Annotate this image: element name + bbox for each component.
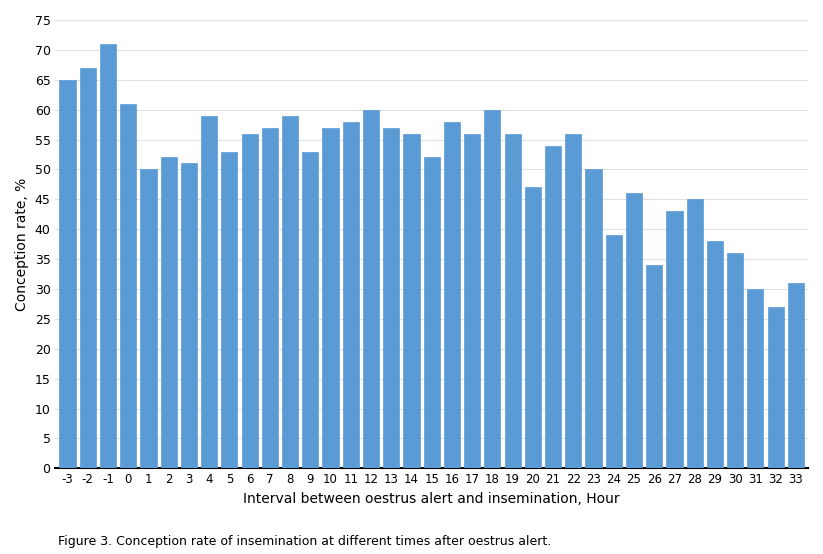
Bar <box>120 104 137 468</box>
Bar <box>424 157 439 468</box>
Bar <box>686 199 703 468</box>
Bar <box>525 187 541 468</box>
Bar <box>747 289 764 468</box>
Bar <box>768 307 783 468</box>
Bar <box>241 134 258 468</box>
Bar <box>302 151 319 468</box>
Bar <box>342 122 359 468</box>
Bar <box>384 127 399 468</box>
Y-axis label: Conception rate, %: Conception rate, % <box>15 177 29 311</box>
Bar <box>504 134 521 468</box>
Bar <box>403 134 420 468</box>
Bar <box>667 211 682 468</box>
Bar <box>788 283 804 468</box>
X-axis label: Interval between oestrus alert and insemination, Hour: Interval between oestrus alert and insem… <box>244 492 620 506</box>
Bar <box>160 157 177 468</box>
Bar <box>100 44 116 468</box>
Bar <box>80 68 95 468</box>
Bar <box>565 134 581 468</box>
Bar <box>201 116 217 468</box>
Bar <box>606 235 622 468</box>
Bar <box>545 146 561 468</box>
Bar <box>363 110 379 468</box>
Bar <box>59 80 76 468</box>
Bar <box>282 116 298 468</box>
Bar <box>221 151 238 468</box>
Bar <box>181 163 197 468</box>
Bar <box>585 170 602 468</box>
Text: Figure 3. Conception rate of insemination at different times after oestrus alert: Figure 3. Conception rate of inseminatio… <box>58 536 551 548</box>
Bar <box>646 265 663 468</box>
Bar <box>727 253 743 468</box>
Bar <box>707 241 723 468</box>
Bar <box>323 127 338 468</box>
Bar <box>262 127 278 468</box>
Bar <box>484 110 500 468</box>
Bar <box>444 122 460 468</box>
Bar <box>464 134 481 468</box>
Bar <box>626 193 642 468</box>
Bar <box>141 170 156 468</box>
